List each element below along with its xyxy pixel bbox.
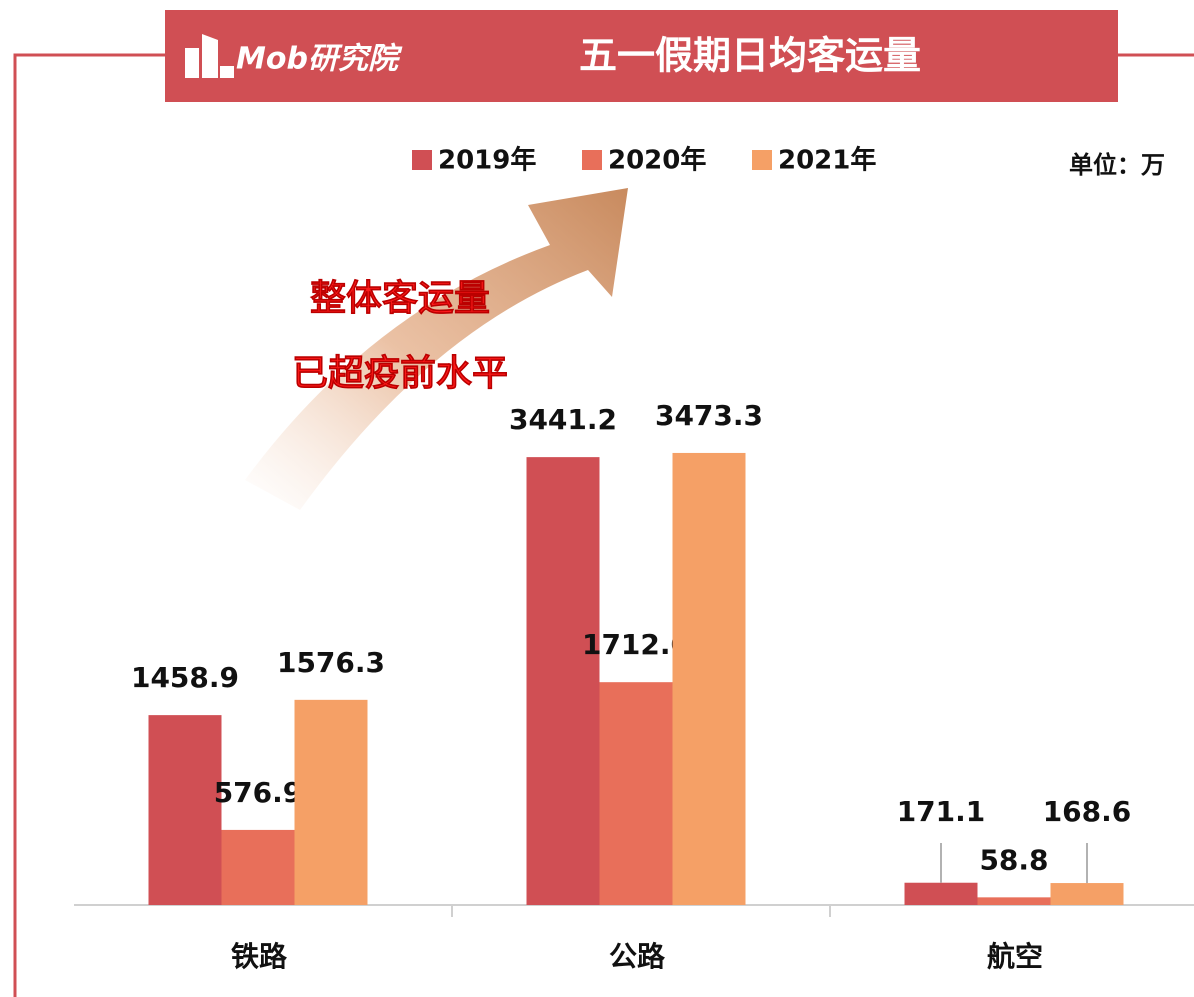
legend-swatch <box>752 150 772 170</box>
legend-label: 2020年 <box>608 145 706 176</box>
value-label: 168.6 <box>1043 795 1132 828</box>
value-label: 3441.2 <box>509 403 617 436</box>
trend-arrow <box>245 188 628 510</box>
x-tick-label: 公路 <box>609 940 666 973</box>
value-label: 1712.0 <box>582 628 690 661</box>
value-label: 171.1 <box>897 795 986 828</box>
bar <box>294 699 368 905</box>
chart-title: 五一假期日均客运量 <box>579 34 921 78</box>
legend-label: 2019年 <box>438 145 536 176</box>
value-label: 576.9 <box>214 776 303 809</box>
x-tick-label: 航空 <box>987 940 1043 973</box>
logo-text: Mob研究院 <box>236 42 403 77</box>
value-label: 1576.3 <box>277 646 385 679</box>
bar <box>221 829 295 905</box>
x-tick-label: 铁路 <box>231 940 288 973</box>
unit-label: 单位：万 <box>1069 151 1165 179</box>
bar <box>904 882 978 905</box>
bar <box>977 897 1051 905</box>
header-band <box>165 10 1118 102</box>
value-label: 1458.9 <box>131 661 239 694</box>
annotation: 已超疫前水平 <box>292 353 508 394</box>
logo-icon <box>185 34 234 78</box>
bar <box>672 452 746 905</box>
bar <box>1050 883 1124 905</box>
annotation: 整体客运量 <box>310 278 490 319</box>
legend-swatch <box>582 150 602 170</box>
bar <box>526 457 600 905</box>
frame <box>13 53 1194 997</box>
legend-swatch <box>412 150 432 170</box>
value-label: 3473.3 <box>655 399 763 432</box>
legend-label: 2021年 <box>778 145 876 176</box>
value-label: 58.8 <box>979 843 1048 876</box>
bar <box>148 715 222 905</box>
bar <box>599 682 673 905</box>
